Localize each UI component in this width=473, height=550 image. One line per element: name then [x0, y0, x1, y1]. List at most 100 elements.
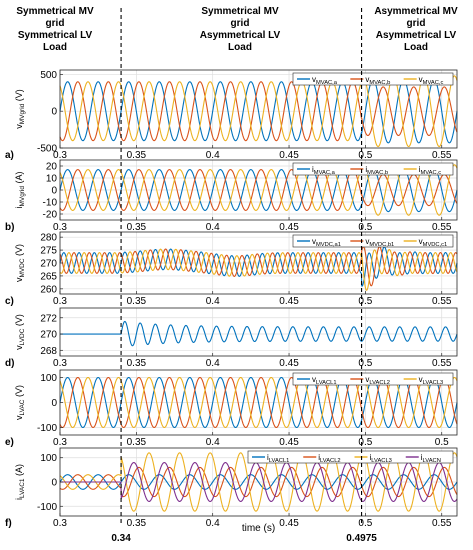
- panel-2-xtick-label-3: 0.4: [206, 222, 220, 233]
- panel-6-xtick-label-6: 0.55: [432, 518, 452, 529]
- panel-4-xtick-label-6: 0.55: [432, 358, 452, 369]
- panel-6-ytick-label-3: 100: [40, 453, 57, 464]
- header-left-line-2: grid: [45, 18, 65, 29]
- panel-5-legend-label-1: vLVACL1: [312, 375, 337, 386]
- panel-2-legend-label-3: iMVAC,c: [419, 165, 442, 176]
- panel-3-legend-label-2: vMVDC,b1: [365, 237, 394, 248]
- panel-2-xtick-label-2: 0.35: [127, 222, 147, 233]
- panel-1-series-2: [59, 81, 458, 142]
- panel-4-ylabel: vLVDC (V): [14, 314, 26, 350]
- panel-2-legend-box: [292, 162, 454, 176]
- panel-5-xtick-label-1: 0.3: [53, 437, 67, 448]
- panel-3-xtick-label-5: 0.5: [358, 296, 372, 307]
- panel-4-xtick-label-5: 0.5: [358, 358, 372, 369]
- panel-4-xtick-label-3: 0.4: [206, 358, 220, 369]
- panel-6-xtick-label-3: 0.4: [206, 518, 220, 529]
- panel-3-ylabel: vMVDC (V): [14, 244, 26, 282]
- panel-6-xtick-label-1: 0.3: [53, 518, 67, 529]
- panel-3-series-3: [59, 248, 458, 291]
- panel-2-ytick-label-5: 20: [46, 162, 58, 173]
- panel-2-ytick-label-1: -20: [43, 210, 58, 221]
- panel-6-ylabel: iLVAC1 (A): [14, 464, 26, 500]
- panel-6-xtick-label-2: 0.35: [127, 518, 147, 529]
- panel-1-frame: [59, 69, 458, 149]
- panel-1-xtick-label-1: 0.3: [53, 150, 67, 161]
- panel-3-xtick-label-2: 0.35: [127, 296, 147, 307]
- panel-5-legend-label-2: vLVACL2: [365, 375, 390, 386]
- header-right-line-3: Asymmetrical LV: [375, 30, 457, 41]
- panel-2-legend-label-2: iMVAC,b: [365, 165, 388, 176]
- panel-1-xtick-label-5: 0.5: [358, 150, 372, 161]
- header-right-line-1: Asymmetrical MV: [374, 6, 458, 17]
- panel-1-ytick-label-3: 500: [40, 70, 57, 81]
- panel-5-ytick-label-3: 100: [40, 373, 57, 384]
- panel-6-legend-label-1: iLVACL1: [267, 453, 289, 464]
- header-middle: Symmetrical MV grid Asymmetrical LV Load: [170, 6, 310, 54]
- panel-6-series-1: [59, 474, 458, 490]
- panel-1-ylabel: vMVgrid (V): [14, 89, 26, 129]
- panel-2-panel-label: b): [5, 222, 14, 233]
- panel-2-ytick-label-4: 10: [46, 174, 58, 185]
- header-left-line-4: Load: [43, 42, 67, 53]
- header-right: Asymmetrical MV grid Asymmetrical LV Loa…: [360, 6, 472, 54]
- header-middle-line-2: grid: [230, 18, 250, 29]
- panel-5-xtick-label-5: 0.5: [358, 437, 372, 448]
- panel-5-legend-box: [292, 372, 454, 386]
- panel-6-legend-label-3: iLVACL3: [370, 453, 392, 464]
- panel-6-ytick-label-1: -100: [37, 502, 57, 513]
- panel-3-legend-box: [292, 234, 454, 248]
- panel-5-legend-label-3: vLVACL3: [419, 375, 444, 386]
- panel-6-xtick-label-5: 0.5: [358, 518, 372, 529]
- panel-5-ylabel: vLVAC (V): [14, 385, 26, 420]
- panel-1-legend-label-1: vMVAC,a: [312, 75, 338, 86]
- header-left: Symmetrical MV grid Symmetrical LV Load: [0, 6, 110, 54]
- panel-5-xtick-label-3: 0.4: [206, 437, 220, 448]
- panel-3-series-2: [59, 246, 458, 287]
- panel-4-ytick-label-3: 272: [40, 313, 57, 324]
- panel-5-xtick-label-4: 0.45: [279, 437, 299, 448]
- panel-5-panel-label: e): [5, 437, 14, 448]
- header-left-line-1: Symmetrical MV: [16, 6, 94, 17]
- panel-1-legend-label-2: vMVAC,b: [365, 75, 390, 86]
- panel-3-ytick-label-3: 270: [40, 259, 57, 270]
- panel-2-xtick-label-1: 0.3: [53, 222, 67, 233]
- panel-3-ytick-label-5: 280: [40, 233, 57, 244]
- panel-4-xtick-label-4: 0.45: [279, 358, 299, 369]
- panel-1-series-1: [59, 79, 458, 144]
- panel-5-ytick-label-2: 0: [51, 398, 57, 409]
- panel-1-ytick-label-2: 0: [51, 107, 57, 118]
- panel-6-series-2: [59, 466, 458, 498]
- panel-5-series-1: [59, 376, 458, 429]
- panel-4-xtick-label-2: 0.35: [127, 358, 147, 369]
- panel-3-ytick-label-4: 275: [40, 246, 57, 257]
- panel-2-ytick-label-3: 0: [51, 186, 57, 197]
- panel-2-xtick-label-4: 0.45: [279, 222, 299, 233]
- header-middle-line-3: Asymmetrical LV: [199, 30, 281, 41]
- panel-1-panel-label: a): [5, 150, 14, 161]
- panel-6-series-4: [60, 462, 458, 502]
- panel-5-xtick-label-2: 0.35: [127, 437, 147, 448]
- panel-3-ytick-label-1: 260: [40, 284, 57, 295]
- x-axis-title: time (s): [242, 523, 275, 534]
- panel-3-xtick-label-6: 0.55: [432, 296, 452, 307]
- panel-1-xtick-label-2: 0.35: [127, 150, 147, 161]
- panel-6-legend-box: [247, 450, 454, 464]
- panel-4-ytick-label-2: 270: [40, 330, 57, 341]
- header-middle-line-1: Symmetrical MV: [201, 6, 279, 17]
- panel-1-xtick-label-3: 0.4: [206, 150, 220, 161]
- header-right-line-2: grid: [406, 18, 426, 29]
- header-middle-line-4: Load: [228, 42, 252, 53]
- panel-1-legend-label-3: vMVAC,c: [419, 75, 444, 86]
- panel-2-ytick-label-2: -10: [43, 198, 58, 209]
- panel-2-series-2: [59, 169, 458, 211]
- panel-2-xtick-label-6: 0.55: [432, 222, 452, 233]
- panel-4-frame: [59, 307, 458, 357]
- panel-4-xtick-label-1: 0.3: [53, 358, 67, 369]
- panel-4-ytick-label-1: 268: [40, 346, 57, 357]
- panel-3-series-1: [59, 246, 458, 287]
- panel-3-xtick-label-1: 0.3: [53, 296, 67, 307]
- event-marker-label-2: 0.4975: [346, 533, 377, 544]
- panel-3-xtick-label-3: 0.4: [206, 296, 220, 307]
- panel-4-panel-label: d): [5, 358, 14, 369]
